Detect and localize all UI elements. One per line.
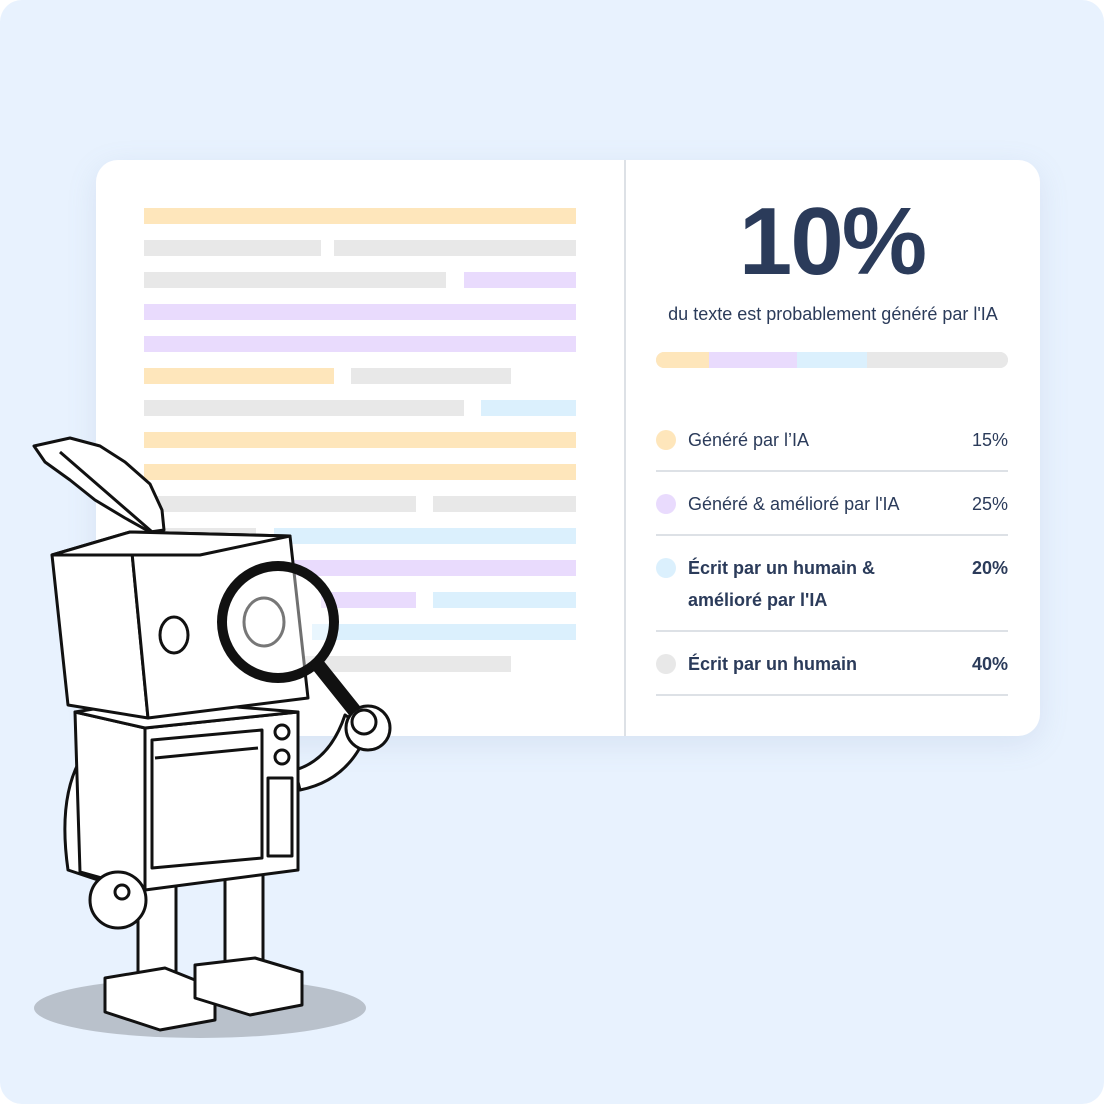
text-line-human_improved [433,592,576,608]
text-line-human [144,272,447,288]
text-line-ai_improved [463,272,576,288]
legend-dot [656,430,676,450]
legend-dot [656,558,676,578]
text-line-human [334,240,576,256]
text-line-ai_improved [144,304,576,320]
text-line-human [144,400,464,416]
legend-label: Écrit par un humain & amélioré par l'IA [688,558,876,610]
legend-label: Généré & amélioré par l'IA [688,494,900,514]
text-line-ai_improved [290,560,576,576]
text-line-ai [144,208,576,224]
text-line-human_improved [480,400,576,416]
text-line-human [351,368,512,384]
legend-dot [656,494,676,514]
text-line-human [144,496,417,512]
robot-body [73,710,147,892]
bar-segment-human_improved [796,352,868,368]
legend-label: Généré par l’IA [688,430,810,450]
legend-item: Généré & amélioré par l'IA 25% [656,472,1008,536]
text-line-ai_improved [144,336,576,352]
ai-percentage: 10% [738,188,927,295]
text-line-ai [144,368,335,384]
legend-value: 20% [971,558,1008,578]
text-line-human_improved [312,624,576,640]
card-divider [624,160,626,736]
text-line-human [433,496,576,512]
text-line-ai_improved [321,592,417,608]
legend-value: 15% [971,430,1008,450]
legend-item: Écrit par un humain 40% [656,632,1008,696]
composition-bar [656,352,1008,368]
legend-value: 40% [971,654,1008,674]
legend-item: Écrit par un humain & amélioré par l'IA … [656,536,1008,632]
ai-caption: du texte est probablement généré par l'I… [668,304,998,324]
text-line-ai [144,432,576,448]
legend-dot [656,654,676,674]
text-line-human_improved [273,528,576,544]
bar-segment-ai [656,352,709,368]
robot-illustration [32,436,392,1038]
legend-label: Écrit par un humain [688,654,858,674]
text-line-ai [144,464,576,480]
text-line-human [144,240,322,256]
bar-segment-ai_improved [708,352,797,368]
bar-segment-human [867,352,1008,368]
legend-item: Généré par l’IA 15% [656,408,1008,472]
legend-value: 25% [971,494,1008,514]
